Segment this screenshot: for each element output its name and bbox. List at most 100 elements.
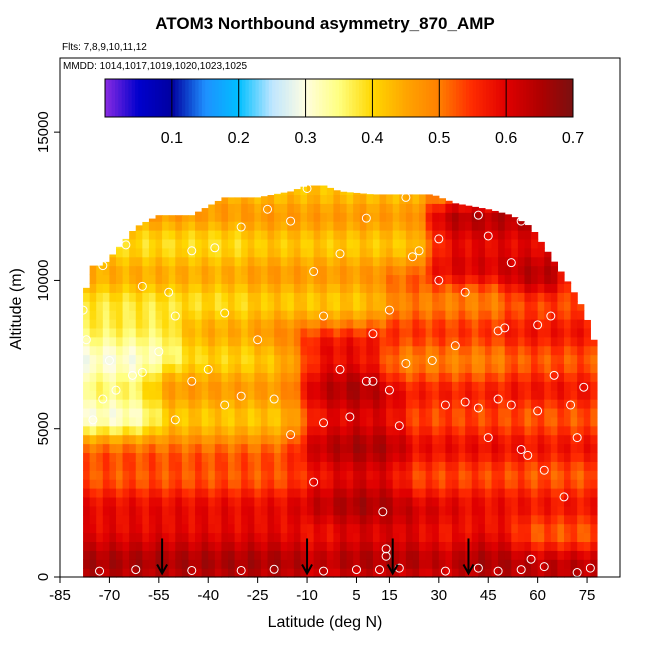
heatmap-cell: [550, 265, 559, 276]
heatmap-cell: [353, 559, 361, 569]
heatmap-cell: [274, 301, 282, 311]
heatmap-cell: [386, 559, 394, 569]
sample-point: [378, 507, 388, 517]
heatmap-cell: [254, 505, 262, 516]
heatmap-cell: [340, 452, 348, 462]
heatmap-cell: [531, 559, 539, 569]
heatmap-cell: [181, 354, 190, 365]
heatmap-cell: [419, 336, 427, 347]
heatmap-cell: [392, 425, 400, 436]
heatmap-cell: [234, 407, 242, 418]
heatmap-cell: [247, 265, 255, 276]
heatmap-cell: [168, 532, 176, 543]
heatmap-cell: [155, 550, 163, 560]
heatmap-cell: [135, 443, 143, 454]
heatmap-cell: [287, 310, 295, 320]
heatmap-cell: [379, 238, 387, 249]
heatmap-cell: [320, 301, 328, 311]
heatmap-cell: [511, 505, 519, 516]
heatmap-cell: [135, 488, 143, 498]
heatmap-cell: [234, 425, 242, 436]
heatmap-cell: [293, 301, 302, 311]
sample-point: [98, 394, 108, 404]
heatmap-cell: [195, 345, 203, 356]
heatmap-cell: [228, 523, 236, 534]
heatmap-cell: [221, 399, 229, 409]
heatmap-cell: [175, 461, 183, 471]
heatmap-cell: [247, 523, 255, 534]
heatmap-cell: [577, 541, 585, 551]
heatmap-cell: [478, 488, 486, 498]
colorbar-segment: [315, 79, 320, 117]
heatmap-cell: [419, 203, 427, 213]
heatmap-cell: [524, 532, 532, 543]
heatmap-cell: [326, 318, 335, 329]
heatmap-cell: [109, 496, 117, 507]
heatmap-cell: [214, 461, 223, 471]
heatmap-cell: [300, 532, 308, 543]
heatmap-cell: [353, 452, 361, 462]
heatmap-cell: [590, 568, 598, 578]
heatmap-cell: [254, 523, 262, 534]
heatmap-cell: [419, 407, 427, 418]
heatmap-cell: [557, 390, 565, 400]
heatmap-cell: [274, 532, 282, 543]
heatmap-cell: [458, 496, 466, 507]
heatmap-cell: [333, 292, 341, 302]
heatmap-cell: [570, 496, 578, 507]
heatmap-cell: [287, 514, 295, 525]
heatmap-cell: [491, 265, 499, 276]
heatmap-cell: [425, 496, 433, 507]
heatmap-cell: [544, 283, 552, 293]
heatmap-cell: [438, 372, 447, 382]
heatmap-cell: [478, 532, 486, 543]
heatmap-cell: [148, 399, 157, 409]
heatmap-cell: [89, 532, 97, 543]
heatmap-cell: [405, 425, 414, 436]
colorbar-segment: [422, 79, 427, 117]
heatmap-cell: [353, 354, 361, 365]
heatmap-cell: [307, 203, 315, 213]
heatmap-cell: [425, 452, 433, 462]
heatmap-cell: [550, 496, 559, 507]
heatmap-cell: [274, 372, 282, 382]
heatmap-cell: [511, 496, 519, 507]
heatmap-cell: [142, 425, 150, 436]
heatmap-cell: [129, 443, 137, 454]
heatmap-cell: [511, 434, 519, 445]
heatmap-cell: [241, 452, 249, 462]
heatmap-cell: [445, 443, 453, 454]
heatmap-cell: [109, 274, 117, 284]
x-axis-label: Latitude (deg N): [267, 614, 383, 631]
heatmap-cell: [234, 399, 242, 409]
heatmap-cell: [340, 372, 348, 382]
heatmap-cell: [478, 479, 486, 489]
heatmap-cell: [359, 292, 367, 302]
heatmap-cell: [102, 301, 111, 311]
heatmap-cell: [372, 443, 381, 454]
heatmap-cell: [471, 345, 479, 356]
heatmap-cell: [221, 381, 229, 391]
heatmap-cell: [155, 434, 163, 445]
heatmap-cell: [181, 390, 190, 400]
heatmap-cell: [577, 390, 585, 400]
heatmap-cell: [129, 354, 137, 365]
heatmap-cell: [254, 336, 262, 347]
heatmap-cell: [89, 354, 97, 365]
heatmap-cell: [148, 265, 157, 276]
heatmap-cell: [175, 318, 183, 329]
heatmap-cell: [498, 434, 506, 445]
colorbar-segment: [215, 79, 220, 117]
colorbar: 0.1 0.2 0.3 0.4 0.5 0.6 0.7: [104, 78, 584, 147]
heatmap-cell: [432, 505, 440, 516]
heatmap-cell: [445, 523, 453, 534]
heatmap-cell: [267, 488, 275, 498]
heatmap-cell: [293, 283, 302, 293]
heatmap-cell: [399, 203, 407, 213]
heatmap-cell: [109, 372, 117, 382]
heatmap-cell: [148, 247, 157, 258]
heatmap-cell: [89, 372, 97, 382]
heatmap-cell: [498, 230, 506, 240]
heatmap-cell: [293, 265, 302, 276]
heatmap-cell: [188, 434, 196, 445]
